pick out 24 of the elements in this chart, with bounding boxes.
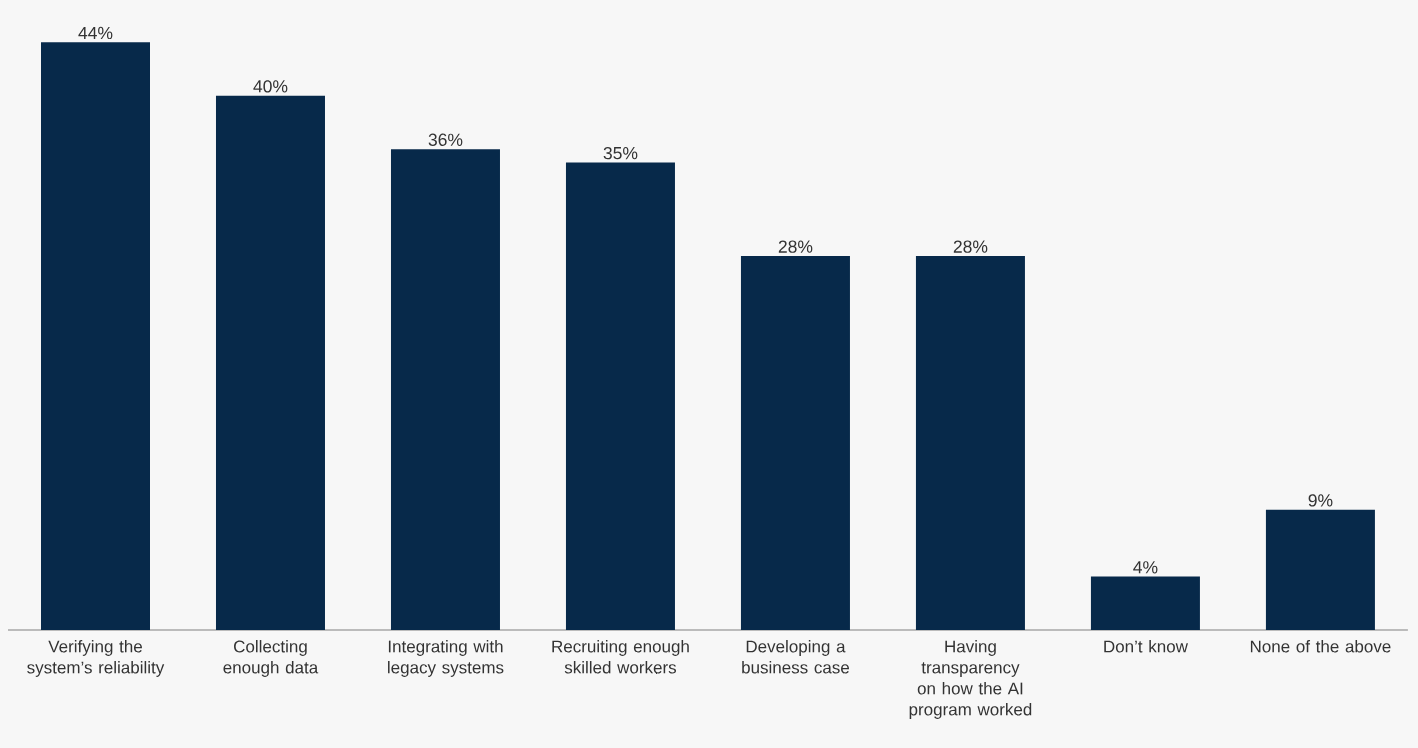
x-tick-label: Developing a business case [742,640,850,674]
x-tick-label: Verifying the system’s reliability [27,640,165,677]
data-label: 28% [953,240,988,253]
bar [1090,576,1200,630]
x-tick-label: Having transparency on how the AI program worked [909,640,1032,719]
bar [215,95,325,630]
data-label: 9% [1308,494,1333,507]
data-label: 36% [428,133,463,146]
bar [565,162,675,630]
bar [1265,509,1375,630]
x-tick-label: Collecting enough data [223,640,319,677]
bar [740,256,850,630]
bar [390,149,500,630]
data-label: 35% [603,146,638,160]
bar [915,256,1025,630]
data-label: 28% [778,240,813,253]
x-tick-label: None of the above [1250,640,1391,653]
data-label: 44% [78,26,113,40]
data-label: 40% [253,80,288,93]
bar [41,42,150,630]
data-label: 4% [1133,561,1158,574]
x-tick-label: Recruiting enough skilled workers [552,640,689,674]
x-tick-label: Don’t know [1104,640,1188,653]
x-tick-label: Integrating with legacy systems [388,640,504,677]
